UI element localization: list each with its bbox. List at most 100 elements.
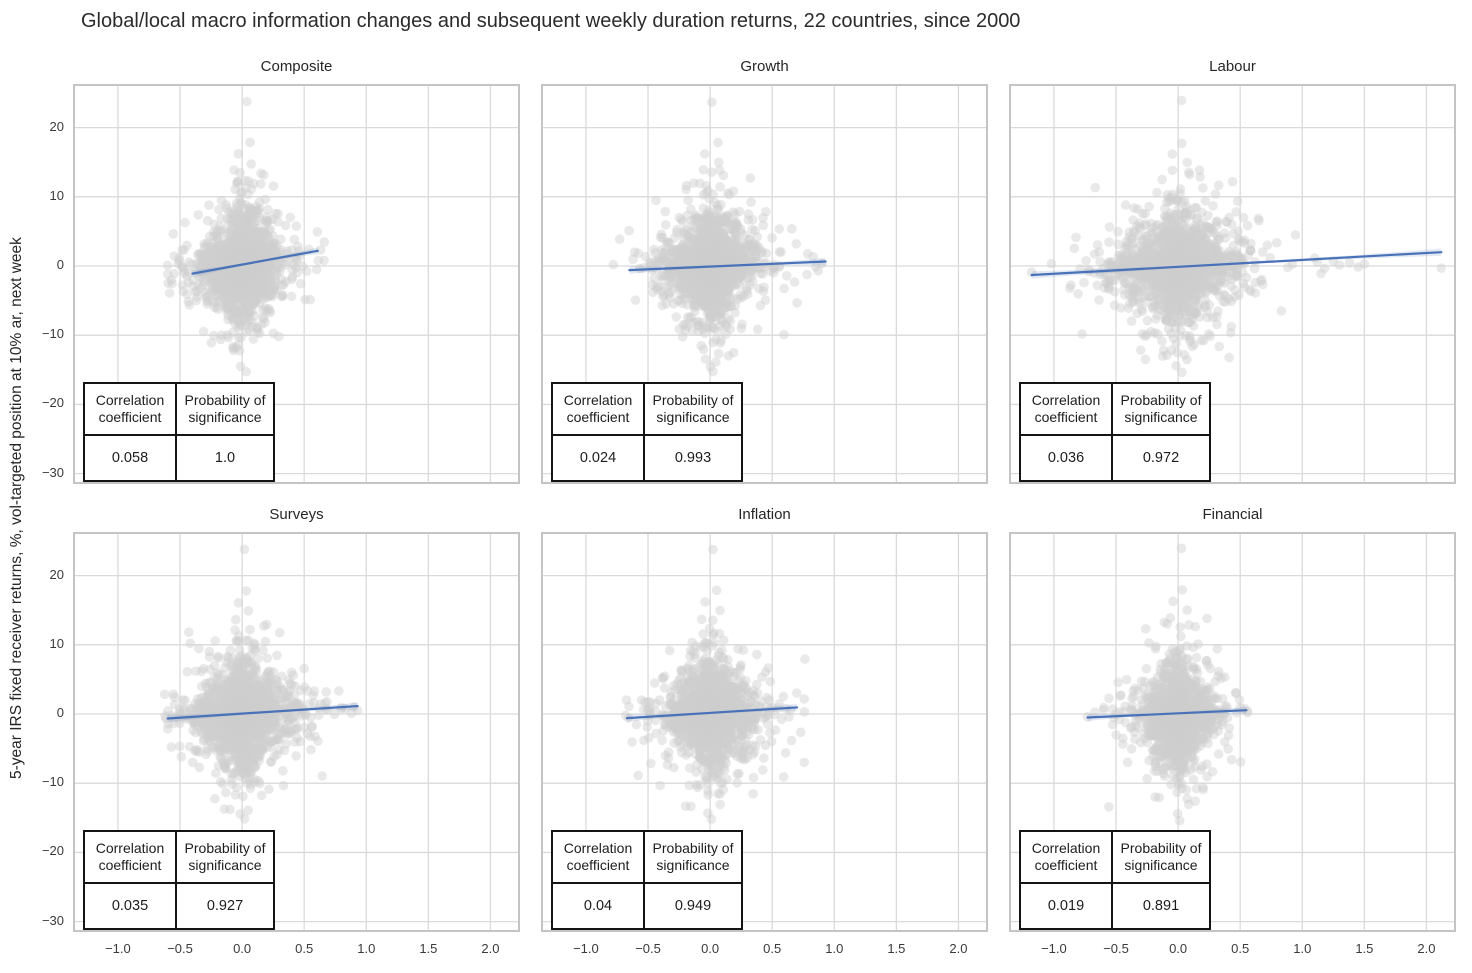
regression-line — [1086, 709, 1248, 719]
y-tick-label: 20 — [49, 566, 64, 582]
scatter-plot-financial — [1009, 532, 1456, 932]
y-tick-label: −20 — [41, 395, 64, 411]
subplot-title-growth: Growth — [740, 58, 789, 75]
x-tick-label: 0.5 — [1231, 941, 1250, 956]
plot-border — [1009, 84, 1456, 484]
x-tick-label: 2.0 — [481, 941, 500, 956]
plot-border — [73, 84, 520, 484]
y-tick-label: 10 — [49, 635, 64, 651]
y-tick-label: −10 — [41, 326, 64, 342]
x-tick-label: −1.0 — [1041, 941, 1067, 956]
plot-border — [541, 532, 988, 932]
x-tick-label: 1.5 — [1355, 941, 1374, 956]
regression-line — [166, 704, 359, 720]
probability-value: 0.972 — [1111, 434, 1211, 482]
stats-table-financial: Correlation coefficient Probability of s… — [1019, 830, 1211, 930]
correlation-value: 0.019 — [1019, 882, 1113, 930]
subplot-labour: Labour Correlation coefficient Probabili… — [1009, 58, 1456, 484]
regression-line — [628, 260, 827, 272]
x-tick-label: 1.0 — [825, 941, 844, 956]
scatter-points — [162, 96, 330, 377]
y-tick-label: −30 — [41, 912, 64, 928]
x-tick-label: 1.5 — [419, 941, 438, 956]
x-tick-label: 1.5 — [887, 941, 906, 956]
x-tick-label: 0.0 — [1169, 941, 1188, 956]
x-tick-label: 1.0 — [1293, 941, 1312, 956]
y-tick-label: −10 — [41, 774, 64, 790]
regression-line — [191, 249, 319, 275]
subplot-title-labour: Labour — [1209, 58, 1256, 75]
stats-header-correlation: Correlation coefficient — [551, 382, 645, 436]
scatter-points — [620, 544, 810, 824]
stats-table-surveys: Correlation coefficient Probability of s… — [83, 830, 275, 930]
stats-table-composite: Correlation coefficient Probability of s… — [83, 382, 275, 482]
scatter-plot-labour — [1009, 84, 1456, 484]
scatter-plot-composite — [73, 84, 520, 484]
correlation-value: 0.058 — [83, 434, 177, 482]
stats-header-correlation: Correlation coefficient — [1019, 830, 1113, 884]
x-tick-label: 0.0 — [701, 941, 720, 956]
scatter-points — [159, 544, 363, 824]
scatter-points — [608, 97, 827, 377]
subplot-financial: Financial Correlation coefficient Probab… — [1009, 506, 1456, 956]
scatter-plot-surveys — [73, 532, 520, 932]
correlation-value: 0.04 — [551, 882, 645, 930]
subplot-composite: Composite Correlation coefficient Probab… — [42, 58, 520, 484]
y-tick-label: 20 — [49, 118, 64, 134]
x-tick-label: 2.0 — [949, 941, 968, 956]
x-tick-label: −0.5 — [1103, 941, 1129, 956]
scatter-plot-growth — [541, 84, 988, 484]
plot-border — [73, 532, 520, 932]
y-tick-label: 10 — [49, 187, 64, 203]
plot-border — [541, 84, 988, 484]
x-tick-label: −1.0 — [105, 941, 131, 956]
probability-value: 0.891 — [1111, 882, 1211, 930]
subplot-title-financial: Financial — [1202, 506, 1263, 523]
subplot-title-composite: Composite — [260, 58, 333, 75]
figure-title: Global/local macro information changes a… — [81, 10, 1021, 32]
subplot-surveys: Surveys Correlation coefficient Probabil… — [42, 506, 520, 956]
scatter-points — [1026, 95, 1447, 378]
probability-value: 0.949 — [643, 882, 743, 930]
stats-header-probability: Probability of significance — [643, 830, 743, 884]
x-tick-label: 0.0 — [233, 941, 252, 956]
x-tick-label: 0.5 — [295, 941, 314, 956]
stats-header-correlation: Correlation coefficient — [1019, 382, 1113, 436]
subplot-title-surveys: Surveys — [269, 506, 324, 523]
stats-header-probability: Probability of significance — [1111, 830, 1211, 884]
stats-header-probability: Probability of significance — [643, 382, 743, 436]
y-tick-label: −20 — [41, 843, 64, 859]
stats-header-correlation: Correlation coefficient — [83, 830, 177, 884]
stats-header-probability: Probability of significance — [175, 830, 275, 884]
stats-header-correlation: Correlation coefficient — [83, 382, 177, 436]
stats-table-inflation: Correlation coefficient Probability of s… — [551, 830, 743, 930]
stats-table-labour: Correlation coefficient Probability of s… — [1019, 382, 1211, 482]
subplot-inflation: Inflation Correlation coefficient Probab… — [541, 506, 988, 956]
correlation-value: 0.036 — [1019, 434, 1113, 482]
x-tick-label: 2.0 — [1417, 941, 1436, 956]
gridlines — [541, 84, 988, 484]
subplot-title-inflation: Inflation — [738, 506, 791, 523]
stats-table-growth: Correlation coefficient Probability of s… — [551, 382, 743, 482]
y-tick-label: 0 — [56, 257, 64, 272]
correlation-value: 0.024 — [551, 434, 645, 482]
regression-line — [625, 706, 799, 720]
scatter-plot-inflation — [541, 532, 988, 932]
plot-border — [1009, 532, 1456, 932]
probability-value: 0.993 — [643, 434, 743, 482]
stats-header-correlation: Correlation coefficient — [551, 830, 645, 884]
x-tick-label: 0.5 — [763, 941, 782, 956]
y-tick-label: 0 — [56, 705, 64, 720]
subplot-growth: Growth Correlation coefficient Probabili… — [541, 58, 988, 484]
x-tick-label: −0.5 — [635, 941, 661, 956]
probability-value: 1.0 — [175, 434, 275, 482]
regression-line — [1030, 251, 1443, 277]
stats-header-probability: Probability of significance — [175, 382, 275, 436]
stats-header-probability: Probability of significance — [1111, 382, 1211, 436]
probability-value: 0.927 — [175, 882, 275, 930]
y-tick-label: −30 — [41, 464, 64, 480]
correlation-value: 0.035 — [83, 882, 177, 930]
y-axis-label: 5-year IRS fixed receiver returns, %, vo… — [8, 237, 25, 779]
x-tick-label: 1.0 — [357, 941, 376, 956]
x-tick-label: −0.5 — [167, 941, 193, 956]
